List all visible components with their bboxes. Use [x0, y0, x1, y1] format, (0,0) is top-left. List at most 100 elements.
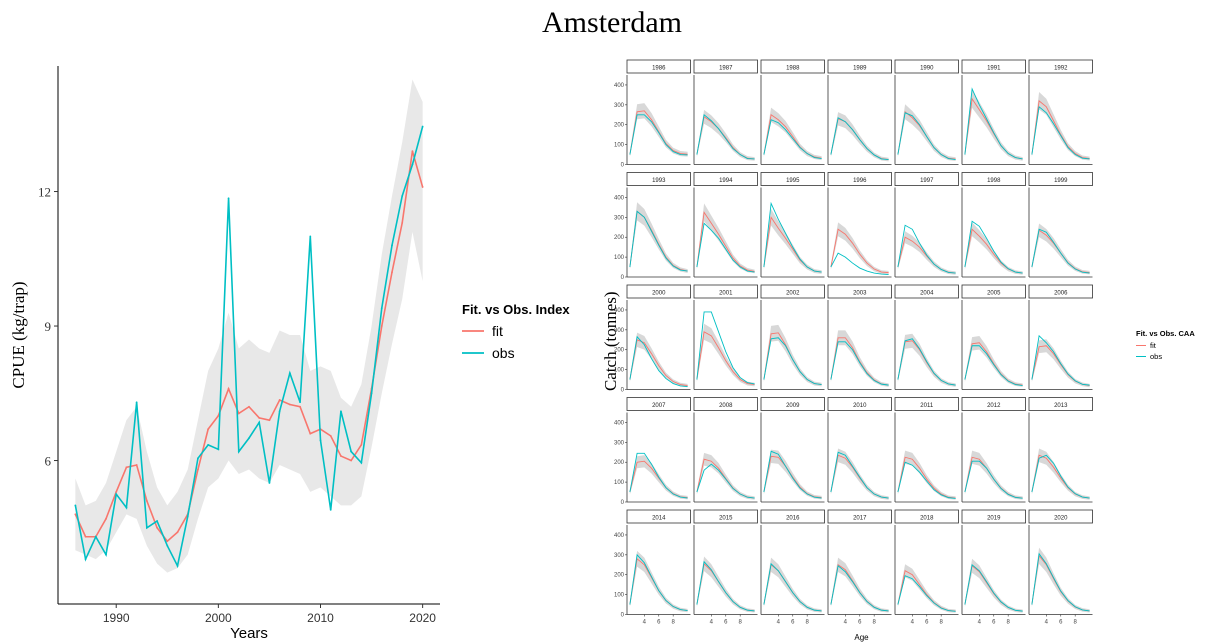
series-line-obs [897, 338, 956, 386]
legend-title: Fit. vs Obs. CAA [1136, 329, 1195, 338]
data-point-obs [94, 535, 97, 538]
x-tick-label: 4 [1045, 620, 1049, 626]
data-point-obs [74, 504, 77, 507]
confidence-band [629, 332, 688, 388]
x-tick-label: 1990 [103, 611, 130, 625]
facet-strip-label: 2001 [719, 291, 733, 297]
series-line-obs [964, 220, 1023, 274]
facet-strip [894, 59, 959, 74]
x-tick-label: 2010 [307, 611, 334, 625]
series-line-obs [897, 575, 956, 612]
facet-panel-1995: 1995 [760, 172, 825, 278]
x-tick-label: 4 [978, 620, 982, 626]
x-axis-label: Age [854, 633, 869, 642]
data-point-fit [350, 459, 353, 462]
facet-strip-label: 1996 [853, 178, 867, 184]
y-tick-label: 400 [614, 308, 625, 314]
series-line-obs [696, 463, 755, 499]
y-tick-label: 6 [45, 454, 52, 469]
data-point-fit [74, 513, 77, 516]
data-point-fit [217, 414, 220, 417]
data-point-obs [105, 553, 107, 556]
series-line-obs [1031, 552, 1090, 612]
facet-strip-label: 1988 [786, 66, 800, 72]
facet-panel-2000: 2000 [626, 284, 691, 390]
confidence-band [897, 450, 956, 500]
facet-strip-label: 2018 [920, 516, 934, 522]
legend-label-obs: obs [1150, 352, 1162, 361]
facet-strip [827, 172, 892, 186]
data-point-obs [329, 508, 332, 511]
facet-strip [894, 397, 959, 411]
series-line-obs [763, 562, 822, 612]
data-point-fit [156, 526, 158, 529]
series-line-fit [830, 228, 889, 274]
x-tick-label: 6 [1059, 620, 1063, 626]
confidence-band [897, 564, 956, 613]
series-line-obs [763, 450, 822, 499]
x-tick-label: 4 [777, 620, 781, 626]
facet-panel-2006: 2006 [1028, 284, 1093, 390]
facet-strip-label: 2019 [987, 516, 1001, 522]
facet-strip-label: 1997 [920, 178, 934, 184]
facet-strip [827, 284, 892, 299]
data-point-fit [248, 405, 250, 408]
series-line-obs [696, 311, 755, 385]
data-point-obs [258, 421, 261, 424]
data-point-obs [360, 461, 363, 464]
series-line-obs [629, 553, 688, 611]
x-tick-label: 8 [940, 620, 944, 626]
facet-panel-2017: 2017 [827, 509, 892, 615]
facet-strip [1028, 509, 1093, 524]
data-point-fit [380, 325, 383, 327]
data-point-fit [421, 186, 424, 188]
confidence-band [964, 89, 1023, 161]
series-line-obs [696, 222, 755, 273]
confidence-band [763, 208, 822, 274]
facet-panel-2004: 2004 [894, 284, 959, 390]
data-point-fit [329, 434, 332, 437]
facet-panel-1992: 1992 [1028, 59, 1093, 165]
facet-panel-1996: 1996 [827, 172, 892, 278]
series-line-obs [629, 335, 688, 387]
facet-panel-2005: 2005 [961, 284, 1026, 390]
data-point-fit [227, 387, 230, 390]
facet-panel-1990: 1990 [894, 59, 959, 165]
data-point-fit [84, 535, 87, 538]
facet-panel-1987: 1987 [693, 59, 758, 165]
facet-strip-label: 2012 [987, 403, 1001, 409]
x-tick-label: 6 [724, 620, 728, 626]
y-tick-label: 200 [614, 573, 625, 579]
legend-label-fit: fit [1150, 341, 1157, 350]
facet-strip-label: 2016 [786, 516, 800, 522]
confidence-band [830, 222, 889, 275]
facet-strip-label: 1991 [987, 66, 1001, 72]
facet-panel-2009: 2009 [760, 397, 825, 503]
data-point-obs [207, 443, 210, 446]
facet-panel-1988: 1988 [760, 59, 825, 165]
facet-panel-2019: 2019 [961, 509, 1026, 615]
facet-strip [760, 172, 825, 186]
data-point-fit [115, 491, 118, 493]
facet-strip [1028, 284, 1093, 299]
data-point-obs [278, 410, 281, 413]
facet-panel-2013: 2013 [1028, 397, 1093, 503]
facet-strip-label: 2006 [1054, 291, 1068, 297]
y-tick-label: 12 [38, 185, 51, 200]
facet-strip [693, 284, 758, 299]
series-line-obs [964, 563, 1023, 612]
data-point-obs [197, 457, 199, 460]
facet-strip [760, 509, 825, 524]
x-tick-label: 4 [911, 620, 915, 626]
y-tick-label: 0 [621, 613, 625, 619]
facet-strip-label: 2003 [853, 291, 867, 297]
data-point-fit [278, 399, 281, 401]
facet-strip [1028, 59, 1093, 74]
y-tick-label: 0 [621, 275, 625, 281]
series-line-obs [763, 201, 822, 273]
data-point-fit [237, 412, 240, 415]
facet-strip [961, 509, 1026, 524]
facet-strip-label: 2009 [786, 403, 800, 409]
facet-panel-2015: 2015 [693, 509, 758, 615]
x-axis-label: Years [230, 625, 268, 642]
